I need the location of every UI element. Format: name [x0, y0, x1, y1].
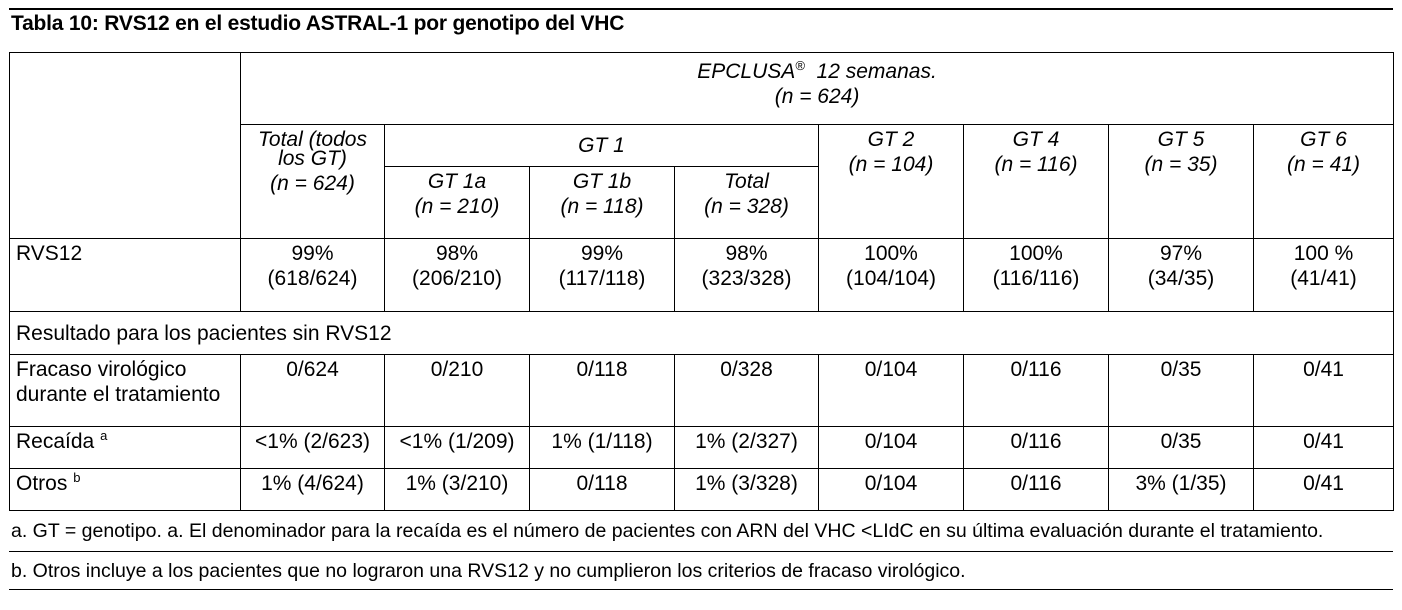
cell-otros-gt1total: 1% (3/328): [674, 468, 819, 511]
cell-otros-total: 1% (4/624): [240, 468, 385, 511]
cell-fracaso-gt5: 0/35: [1108, 354, 1254, 427]
header-gt5: GT 5 (n = 35): [1108, 124, 1254, 239]
cell-recaida-gt1total: 1% (2/327): [674, 426, 819, 469]
cell-rvs12-gt5: 97% (34/35): [1108, 238, 1254, 312]
header-gt1a-line1: GT 1a: [427, 170, 487, 193]
cell-otros-gt1a: 1% (3/210): [384, 468, 530, 511]
cell-otros-gt6: 0/41: [1252, 468, 1395, 511]
group-n: (n = 624): [774, 85, 860, 108]
header-gt4: GT 4 (n = 116): [963, 124, 1109, 239]
header-gt5-line2: (n = 35): [1144, 153, 1218, 176]
cell-recaida-gt1b: 1% (1/118): [529, 426, 675, 469]
header-gt5-line1: GT 5: [1157, 128, 1205, 151]
footnote-b: b. Otros incluye a los pacientes que no …: [9, 551, 1393, 589]
row-label-otros-text: Otros: [16, 472, 68, 495]
row-label-rvs12: RVS12: [9, 238, 241, 312]
row-label-fracaso: Fracaso virológico durante el tratamient…: [9, 354, 241, 427]
footnote-ref-b: b: [73, 470, 81, 485]
cell-recaida-gt6: 0/41: [1252, 426, 1395, 469]
cell-rvs12-gt1b: 99% (117/118): [529, 238, 675, 312]
header-gt1b: GT 1b (n = 118): [529, 166, 675, 239]
header-row-group: EPCLUSA® 12 semanas. (n = 624): [9, 52, 1395, 239]
table-row-otros: Otros b 1% (4/624) 1% (3/210) 0/118 1% (…: [9, 468, 1395, 511]
cell-fracaso-gt4: 0/116: [963, 354, 1109, 427]
section-heading: Resultado para los pacientes sin RVS12: [8, 311, 1395, 355]
header-gt4-line2: (n = 116): [994, 153, 1078, 176]
table-row-rvs12: RVS12 99% (618/624) 98% (206/210) 99% (117/…: [9, 238, 1395, 312]
cell-rvs12-gt4: 100% (116/116): [963, 238, 1109, 312]
table-row-section: Resultado para los pacientes sin RVS12: [8, 311, 1395, 355]
header-row-subgenotypes: GT 1a (n = 210) GT 1b (n = 118) Total (n…: [10, 166, 1394, 239]
cell-otros-gt4: 0/116: [963, 468, 1109, 511]
header-total-all-line3: (n = 624): [270, 172, 355, 195]
header-total-all-line1: Total (todos: [258, 128, 367, 151]
header-gt2-line2: (n = 104): [848, 153, 934, 176]
row-label-fracaso-line1: Fracaso virológico: [16, 358, 187, 381]
header-gt1: GT 1: [384, 124, 819, 167]
cell-recaida-gt2: 0/104: [818, 426, 964, 469]
footnote-a: a. GT = genotipo. a. El denominador para…: [11, 520, 1324, 542]
cell-recaida-gt5: 0/35: [1108, 426, 1254, 469]
row-label-otros: Otros b: [9, 468, 241, 511]
cell-fracaso-gt1b: 0/118: [529, 354, 675, 427]
header-gt1b-line2: (n = 118): [560, 195, 644, 218]
header-total-all: Total (todos los GT) (n = 624): [240, 124, 385, 239]
cell-rvs12-gt6: 100 % (41/41): [1252, 238, 1395, 312]
header-gt6-line1: GT 6: [1300, 128, 1347, 151]
row-label-recaida: Recaída a: [9, 426, 241, 469]
registered-mark: ®: [795, 58, 805, 73]
cell-rvs12-total: 99% (618/624): [240, 238, 385, 312]
header-gt2: GT 2 (n = 104): [818, 124, 964, 239]
cell-otros-gt2: 0/104: [818, 468, 964, 511]
table-title: Tabla 10: RVS12 en el estudio ASTRAL-1 p…: [11, 12, 625, 35]
title-top-rule: [9, 8, 1393, 10]
header-gt6: GT 6 (n = 41): [1252, 124, 1395, 239]
table-row-fracaso: Fracaso virológico durante el tratamient…: [9, 354, 1395, 427]
document-page: Tabla 10: RVS12 en el estudio ASTRAL-1 p…: [8, 8, 1395, 590]
cell-fracaso-gt1total: 0/328: [674, 354, 819, 427]
header-gt1b-line1: GT 1b: [572, 170, 632, 193]
cell-recaida-total: <1% (2/623): [240, 426, 385, 469]
cell-rvs12-gt1a: 98% (206/210): [384, 238, 530, 312]
header-gt4-line1: GT 4: [1012, 128, 1060, 151]
header-gt1-total: Total (n = 328): [674, 166, 819, 239]
group-title-tail: 12 semanas.: [804, 60, 937, 83]
cell-rvs12-gt1total: 98% (323/328): [674, 238, 819, 312]
cell-fracaso-gt2: 0/104: [818, 354, 964, 427]
cell-otros-gt1b: 0/118: [529, 468, 675, 511]
cell-fracaso-total: 0/624: [240, 354, 385, 427]
header-gt2-line1: GT 2: [867, 128, 915, 151]
results-table: EPCLUSA® 12 semanas. (n = 624) Total (to…: [8, 52, 1395, 511]
row-label-recaida-text: Recaída: [16, 430, 95, 453]
header-gt1-total-line2: (n = 328): [704, 195, 789, 218]
cell-fracaso-gt6: 0/41: [1252, 354, 1395, 427]
header-epclusa-group: EPCLUSA® 12 semanas. (n = 624): [239, 52, 1395, 125]
cell-otros-gt5: 3% (1/35): [1108, 468, 1254, 511]
header-gt1-total-line1: Total: [724, 170, 769, 193]
table-row-recaida: Recaída a <1% (2/623) <1% (1/209) 1% (1/…: [9, 426, 1395, 469]
header-gt6-line2: (n = 41): [1287, 153, 1360, 176]
group-title: EPCLUSA: [697, 60, 796, 83]
cell-rvs12-gt2: 100% (104/104): [818, 238, 964, 312]
header-blank-cell: [9, 52, 241, 239]
row-label-fracaso-line2: durante el tratamiento: [16, 383, 221, 406]
cell-recaida-gt4: 0/116: [963, 426, 1109, 469]
cell-recaida-gt1a: <1% (1/209): [384, 426, 530, 469]
header-gt1a-line2: (n = 210): [414, 195, 500, 218]
cell-fracaso-gt1a: 0/210: [384, 354, 530, 427]
header-total-all-line2: los GT): [278, 147, 347, 170]
footnote-ref-a: a: [100, 428, 108, 443]
header-row-genotypes: Total (todos los GT) (n = 624) GT 1 GT 2…: [10, 124, 1395, 239]
header-gt1a: GT 1a (n = 210): [384, 166, 530, 239]
bottom-rule: [9, 589, 1393, 590]
